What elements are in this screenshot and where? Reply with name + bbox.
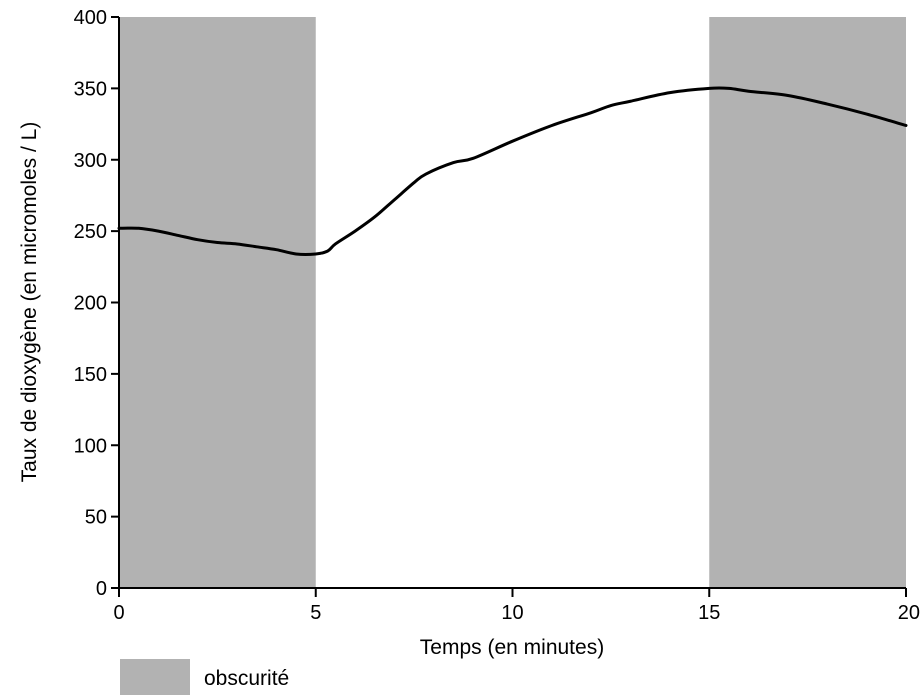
y-tick-label: 150 [74, 364, 107, 386]
oxygen-level-series-line [117, 86, 908, 256]
legend-label-obscurite: obscurité [204, 667, 289, 690]
dark-period-region-2 [709, 17, 906, 588]
y-tick-label: 50 [85, 507, 107, 529]
data-series [117, 86, 908, 256]
legend-swatch-obscurite [120, 659, 190, 695]
y-axis-title: Taux de dioxygène (en micromoles / L) [18, 122, 41, 483]
dark-period-region-1 [119, 17, 316, 588]
y-tick-label: 200 [74, 293, 107, 315]
x-tick-label: 0 [113, 602, 124, 624]
y-tick-label: 250 [74, 221, 107, 243]
legend: obscurité [120, 659, 289, 695]
x-tick-label: 20 [898, 602, 920, 624]
y-tick-label: 300 [74, 150, 107, 172]
x-tick-label: 15 [698, 602, 720, 624]
ticks: 0 50 100 150 200 250 300 350 400 0 5 10 15 20 [74, 7, 920, 624]
y-tick-label: 350 [74, 78, 107, 100]
y-tick-label: 400 [74, 7, 107, 29]
x-tick-label: 10 [501, 602, 523, 624]
shaded-regions [119, 17, 906, 588]
y-tick-label: 0 [96, 578, 107, 600]
x-axis-title: Temps (en minutes) [420, 636, 604, 659]
x-tick-label: 5 [310, 602, 321, 624]
y-tick-label: 100 [74, 435, 107, 457]
